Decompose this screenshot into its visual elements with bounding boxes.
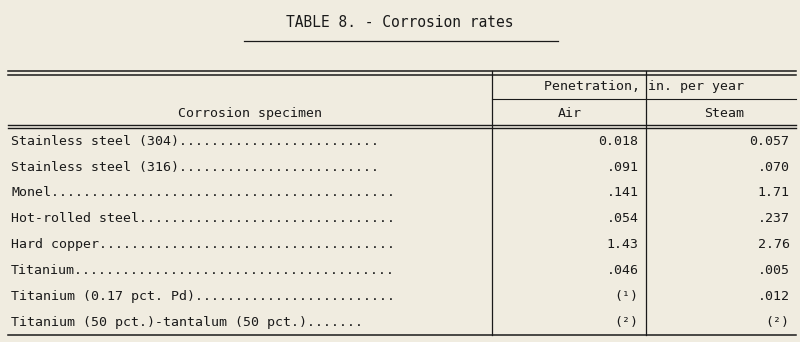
Text: 1.71: 1.71 <box>758 186 790 199</box>
Text: Hot-rolled steel................................: Hot-rolled steel........................… <box>11 212 395 225</box>
Text: Titanium (50 pct.)-tantalum (50 pct.).......: Titanium (50 pct.)-tantalum (50 pct.)...… <box>11 316 363 329</box>
Text: Steam: Steam <box>704 107 744 120</box>
Text: .005: .005 <box>758 264 790 277</box>
Text: .141: .141 <box>606 186 638 199</box>
Text: (²): (²) <box>614 316 638 329</box>
Text: Monel...........................................: Monel...................................… <box>11 186 395 199</box>
Text: Stainless steel (304).........................: Stainless steel (304)...................… <box>11 135 379 148</box>
Text: Stainless steel (316).........................: Stainless steel (316)...................… <box>11 160 379 173</box>
Text: .070: .070 <box>758 160 790 173</box>
Text: 1.43: 1.43 <box>606 238 638 251</box>
Text: .012: .012 <box>758 290 790 303</box>
Text: .237: .237 <box>758 212 790 225</box>
Text: (²): (²) <box>766 316 790 329</box>
Text: Hard copper.....................................: Hard copper.............................… <box>11 238 395 251</box>
Text: Air: Air <box>558 107 582 120</box>
Text: .091: .091 <box>606 160 638 173</box>
Text: .054: .054 <box>606 212 638 225</box>
Text: .046: .046 <box>606 264 638 277</box>
Text: 2.76: 2.76 <box>758 238 790 251</box>
Text: TABLE 8. - Corrosion rates: TABLE 8. - Corrosion rates <box>286 15 514 30</box>
Text: Penetration, in. per year: Penetration, in. per year <box>544 80 744 93</box>
Text: Titanium........................................: Titanium................................… <box>11 264 395 277</box>
Text: 0.018: 0.018 <box>598 135 638 148</box>
Text: 0.057: 0.057 <box>750 135 790 148</box>
Text: (¹): (¹) <box>614 290 638 303</box>
Text: Corrosion specimen: Corrosion specimen <box>178 107 322 120</box>
Text: Titanium (0.17 pct. Pd).........................: Titanium (0.17 pct. Pd).................… <box>11 290 395 303</box>
